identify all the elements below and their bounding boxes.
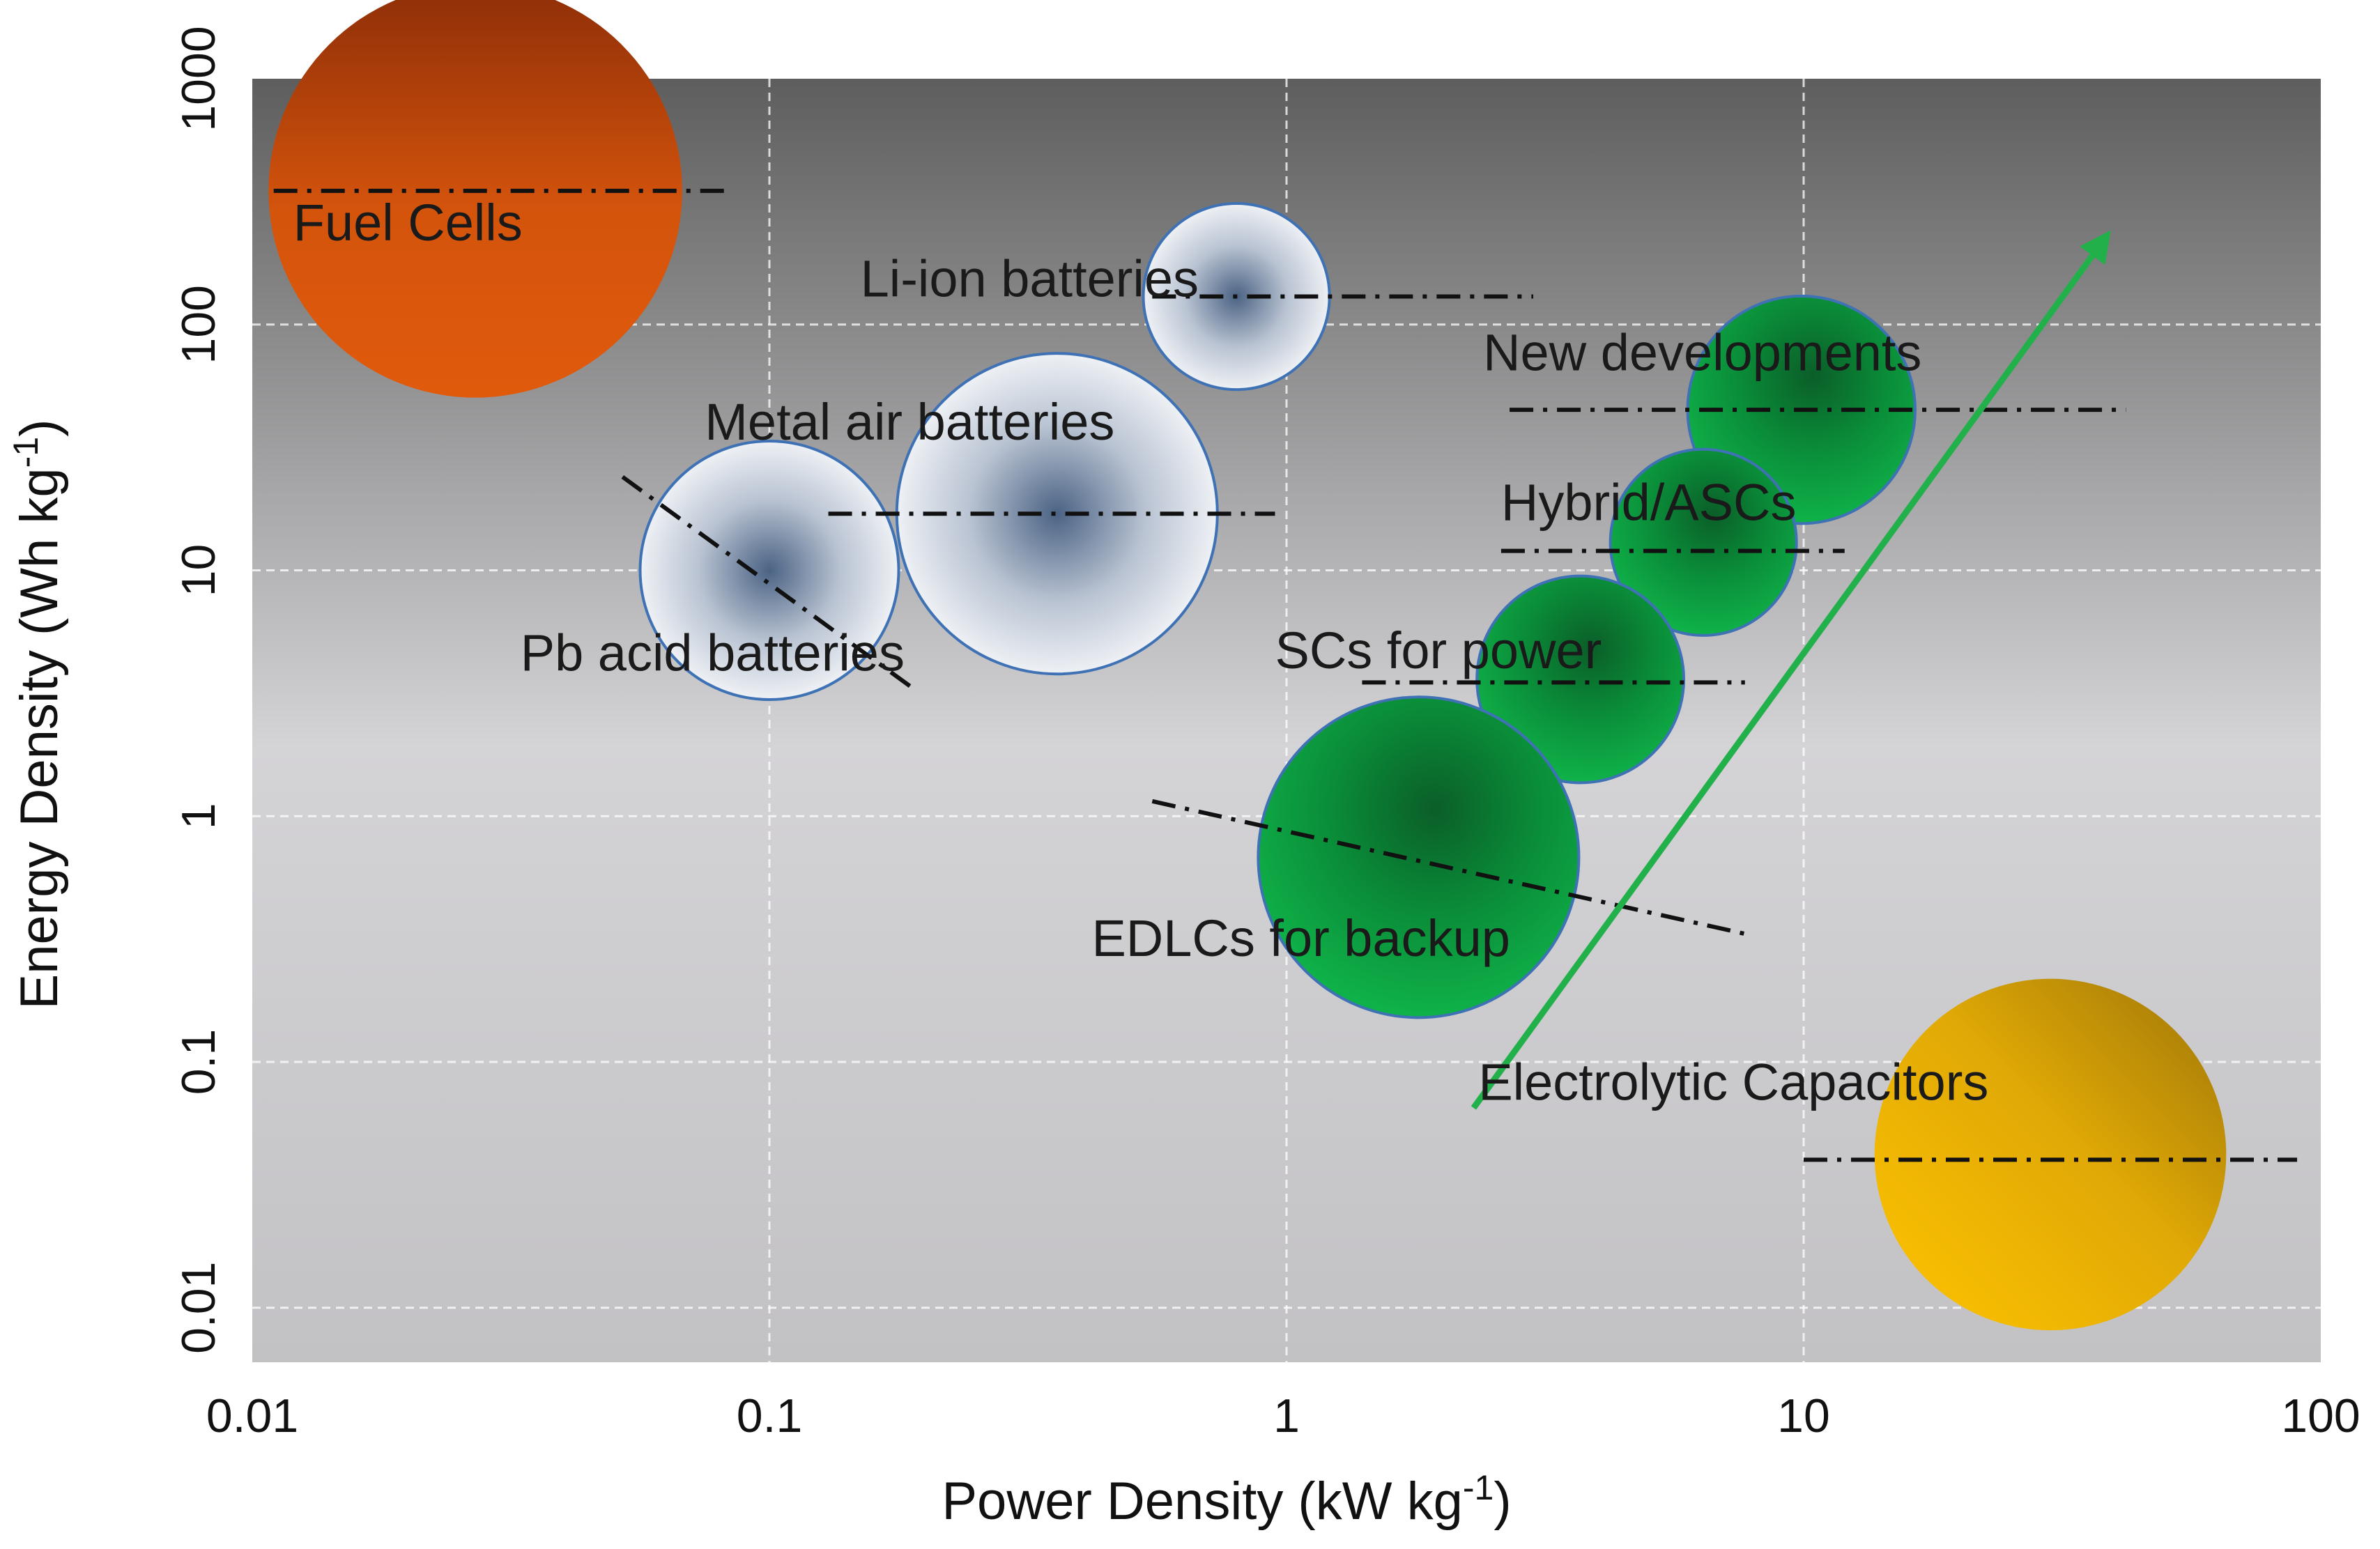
range-line-edlcs-for-backup: [1151, 799, 1749, 937]
region-labels: Fuel Cells Li-ion batteries Metal air batt…: [293, 194, 1989, 1111]
x-axis-label: Power Density (kW kg-1): [942, 1468, 1511, 1531]
x-tick-label: 0.1: [737, 1389, 803, 1442]
bubble-electrolytic-capacitors: [1874, 978, 2227, 1331]
y-tick-label: 0.01: [172, 1262, 225, 1354]
trend-arrow-line: [1471, 230, 2111, 1110]
bubble-pb-acid-batteries: [638, 439, 900, 701]
x-tick-label: 10: [1777, 1389, 1830, 1442]
label-fuel-cells: Fuel Cells: [293, 194, 523, 252]
label-edlcs-for-backup: EDLCs for backup: [1091, 909, 1510, 967]
bubble-edlcs-for-backup: [1257, 695, 1581, 1019]
label-pb-acid-batteries: Pb acid batteries: [521, 624, 905, 682]
x-tick-label: 0.01: [206, 1389, 298, 1442]
label-hybrid-ascs: Hybrid/ASCs: [1501, 473, 1797, 531]
y-tick-label: 0.1: [172, 1029, 225, 1095]
x-tick-labels: 0.01 0.1 1 10 100: [206, 1389, 2360, 1442]
bubble-fuel-cells: [268, 0, 682, 398]
x-tick-label: 1: [1273, 1389, 1300, 1442]
dash-dot-lines: [273, 188, 2298, 1162]
bubble-scs-for-power: [1475, 574, 1686, 785]
y-tick-labels: 0.01 0.1 1 10 100 1000: [172, 26, 225, 1354]
y-tick-label: 10: [172, 544, 225, 597]
y-tick-label: 100: [172, 285, 225, 364]
y-tick-label: 1: [172, 803, 225, 829]
trend-arrow: [1471, 230, 2111, 1110]
bubble-hybrid-ascs: [1609, 447, 1798, 637]
label-scs-for-power: SCs for power: [1275, 622, 1602, 679]
y-axis-label: Energy Density (Wh kg-1): [6, 419, 69, 1010]
label-li-ion-batteries: Li-ion batteries: [861, 250, 1199, 308]
label-metal-air-batteries: Metal air batteries: [705, 393, 1114, 451]
range-line-pb-acid-batteries: [621, 475, 915, 691]
x-tick-label: 100: [2281, 1389, 2360, 1442]
y-tick-label: 1000: [172, 26, 225, 131]
label-electrolytic-capacitors: Electrolytic Capacitors: [1478, 1054, 1988, 1111]
label-new-developments: New developments: [1483, 324, 1921, 382]
